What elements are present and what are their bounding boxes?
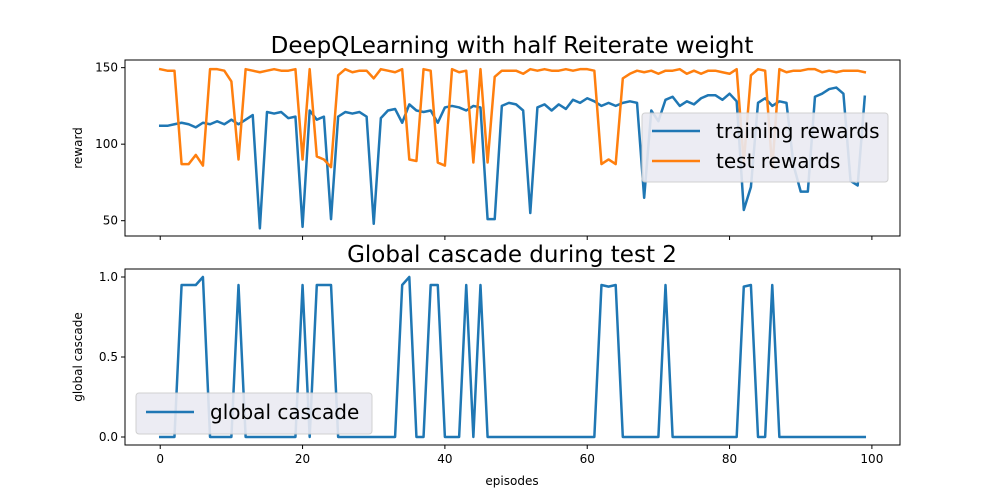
legend-label-test-rewards: test rewards	[716, 149, 840, 173]
reward-subplot: DeepQLearning with half Reiterate weight…	[71, 33, 901, 240]
reward-legend-box	[641, 112, 889, 183]
cascade-x-tick-label: 20	[295, 452, 310, 466]
reward-chart-title: DeepQLearning with half Reiterate weight	[271, 33, 754, 59]
cascade-x-tick-label: 60	[580, 452, 595, 466]
cascade-x-tick-label: 100	[860, 452, 883, 466]
cascade-x-tick-label: 0	[156, 452, 164, 466]
reward-axis-ticks: 50 100 150	[95, 61, 873, 240]
reward-legend: training rewards test rewards	[641, 112, 889, 183]
cascade-axis-ticks: 0 20 40 60 80 100 0.0 0.5 1.0	[99, 270, 883, 466]
legend-label-training-rewards: training rewards	[716, 119, 880, 143]
cascade-x-axis-label: episodes	[485, 474, 538, 488]
cascade-subplot: Global cascade during test 2 global casc…	[71, 242, 901, 488]
cascade-axes-frame	[124, 268, 901, 446]
series-line-global-cascade	[158, 275, 867, 439]
cascade-y-tick-label: 1.0	[99, 270, 118, 284]
cascade-chart-title: Global cascade during test 2	[347, 242, 677, 268]
cascade-x-tick-label: 80	[722, 452, 737, 466]
series-line-training-rewards	[158, 86, 867, 230]
cascade-y-tick-label: 0.0	[99, 430, 118, 444]
reward-y-tick-label: 150	[95, 61, 118, 75]
reward-y-tick-label: 100	[95, 137, 118, 151]
cascade-x-tick-label: 40	[437, 452, 452, 466]
cascade-series-group	[158, 275, 867, 439]
reward-y-axis-label: reward	[71, 127, 85, 169]
cascade-y-tick-label: 0.5	[99, 350, 118, 364]
cascade-y-axis-label: global cascade	[71, 312, 85, 402]
legend-label-global-cascade: global cascade	[210, 400, 359, 424]
reward-axes-frame	[124, 59, 901, 237]
cascade-legend-box	[135, 392, 373, 435]
cascade-legend: global cascade	[135, 392, 373, 435]
reward-y-tick-label: 50	[103, 214, 118, 228]
